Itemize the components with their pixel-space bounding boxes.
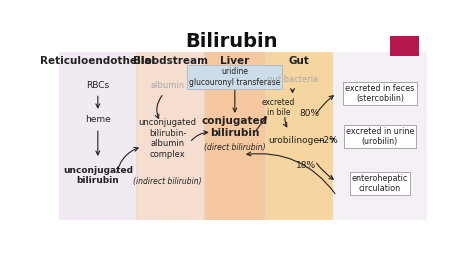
- Text: uridine
glucouronyl transferase: uridine glucouronyl transferase: [189, 67, 281, 87]
- Text: gut bacteria: gut bacteria: [267, 74, 318, 84]
- Text: excreted
in bile: excreted in bile: [262, 98, 295, 117]
- Text: conjugated
bilirubin: conjugated bilirubin: [202, 116, 268, 138]
- Text: (direct bilirubin): (direct bilirubin): [204, 143, 265, 152]
- Bar: [265, 52, 333, 220]
- Text: −2%: −2%: [316, 136, 337, 145]
- Text: Reticuloendothelial: Reticuloendothelial: [40, 56, 155, 66]
- Bar: [59, 52, 137, 220]
- Bar: [137, 52, 204, 220]
- Text: (indirect bilirubin): (indirect bilirubin): [133, 177, 202, 186]
- Text: 80%: 80%: [299, 109, 319, 118]
- Bar: [333, 52, 427, 220]
- Text: Gut: Gut: [289, 56, 310, 66]
- Text: 18%: 18%: [296, 161, 316, 169]
- Text: albumin: albumin: [151, 81, 185, 90]
- Text: unconjugated
bilirubin: unconjugated bilirubin: [63, 166, 133, 185]
- Text: enterohepatic
circulation: enterohepatic circulation: [352, 174, 408, 193]
- Bar: [390, 36, 419, 56]
- Text: Bloodstream: Bloodstream: [133, 56, 208, 66]
- Text: excreted in feces
(stercobilin): excreted in feces (stercobilin): [346, 84, 415, 103]
- Text: unconjugated
bilirubin-
albumin
complex: unconjugated bilirubin- albumin complex: [138, 118, 197, 159]
- Text: Liver: Liver: [220, 56, 249, 66]
- Text: heme: heme: [85, 115, 111, 124]
- Bar: [204, 52, 265, 220]
- Text: RBCs: RBCs: [86, 81, 109, 90]
- Text: urobilinogen: urobilinogen: [268, 136, 325, 145]
- Text: excreted in urine
(urobilin): excreted in urine (urobilin): [346, 127, 414, 146]
- Text: Bilirubin: Bilirubin: [186, 32, 278, 51]
